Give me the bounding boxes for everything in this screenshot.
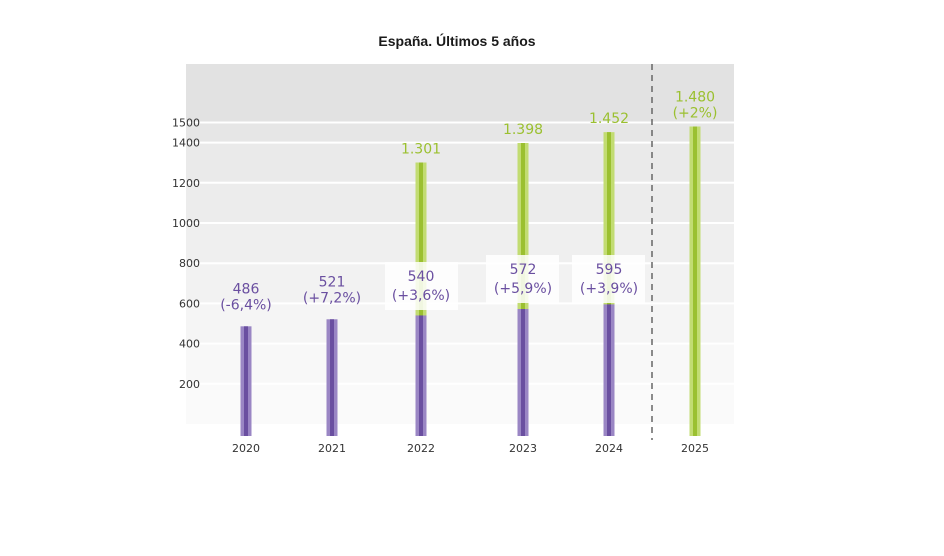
label-box	[385, 262, 458, 310]
bar-value-core	[244, 326, 248, 436]
data-label-value: 540	[408, 269, 435, 285]
y-tick-label: 1500	[172, 117, 200, 130]
data-label-change: (+5,9%)	[494, 281, 552, 297]
x-tick-label: 2025	[681, 442, 709, 455]
chart-title: España. Últimos 5 años	[378, 32, 535, 49]
y-tick-label: 400	[179, 338, 200, 351]
x-axis: 2020 2021 2022 2023 2024 2025	[232, 442, 709, 455]
data-labels: 486(-6,4%) 521(+7,2%) 1.301 540 (+3,6%) 1.398…	[220, 90, 717, 314]
data-label-value: 595	[596, 262, 623, 278]
plot-band	[186, 343, 734, 384]
plot-band	[186, 303, 734, 344]
plot-band	[186, 182, 734, 223]
plot-background	[186, 64, 734, 440]
y-tick-label: 1400	[172, 137, 200, 150]
bar-value-core	[521, 309, 525, 436]
data-label-total: 1.480	[675, 90, 715, 106]
data-label-value: 521	[319, 274, 346, 290]
x-tick-label: 2023	[509, 442, 537, 455]
data-label-value: 486	[233, 281, 260, 297]
data-label-total: 1.398	[503, 122, 543, 138]
x-tick-label: 2022	[407, 442, 435, 455]
plot-band	[186, 142, 734, 183]
bar-value-core	[607, 304, 611, 436]
y-tick-label: 800	[179, 257, 200, 270]
data-label-change: (+3,6%)	[392, 288, 450, 304]
data-label-total: 1.452	[589, 111, 629, 127]
y-tick-label: 1200	[172, 177, 200, 190]
data-label-change: (-6,4%)	[220, 297, 272, 313]
y-tick-label: 1000	[172, 217, 200, 230]
plot-band	[186, 122, 734, 143]
data-label-total-change: (+2%)	[673, 106, 718, 122]
x-tick-label: 2024	[595, 442, 623, 455]
plot-band	[186, 64, 734, 123]
label-box	[572, 255, 645, 303]
y-tick-label: 200	[179, 378, 200, 391]
y-tick-label: 600	[179, 297, 200, 310]
bar-total-core	[693, 126, 697, 437]
x-tick-label: 2021	[318, 442, 346, 455]
plot-band	[186, 383, 734, 424]
data-label-change: (+3,9%)	[580, 281, 638, 297]
data-label-total: 1.301	[401, 141, 441, 157]
bar-value-core	[419, 315, 423, 436]
y-axis: 200 400 600 800 1000 1200 1400 1500	[172, 117, 200, 391]
x-tick-label: 2020	[232, 442, 260, 455]
data-label-change: (+7,2%)	[303, 290, 361, 306]
label-box	[486, 255, 559, 303]
data-label-value: 572	[510, 262, 537, 278]
bar-value-core	[330, 319, 334, 436]
